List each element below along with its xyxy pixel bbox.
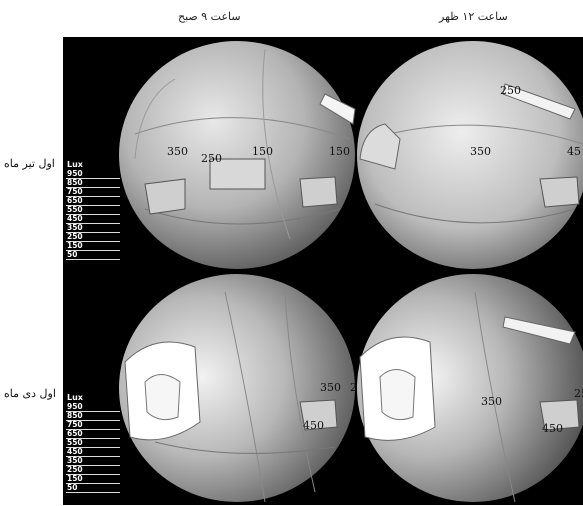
panel-tir: Lux 950 850 750 650 550 450 350 250 150 … xyxy=(63,37,583,272)
row-label-tir: اول تیر ماه xyxy=(4,157,55,170)
scale-tick: 450 xyxy=(67,447,83,456)
scale-tick: 750 xyxy=(67,420,83,429)
contour-label: 350 xyxy=(167,145,188,158)
scale-tick: 550 xyxy=(67,205,83,214)
scale-tick: 850 xyxy=(67,411,83,420)
scale-tick: 650 xyxy=(67,196,83,205)
scale-tick: 250 xyxy=(67,465,83,474)
scale-tick: 350 xyxy=(67,456,83,465)
row-label-dey: اول دی ماه xyxy=(4,387,56,400)
contour-label: 450 xyxy=(303,419,324,432)
scale-tick: 750 xyxy=(67,187,83,196)
scale-tick: 150 xyxy=(67,474,83,483)
fisheye-render-dey-12pm xyxy=(357,274,583,503)
contour-label: 350 xyxy=(320,381,341,394)
contour-label: 45 xyxy=(567,145,581,158)
fisheye-render-dey-9am xyxy=(119,274,355,503)
contour-label: 150 xyxy=(252,145,273,158)
scale-tick: 950 xyxy=(67,402,83,411)
scale-tick: 550 xyxy=(67,438,83,447)
panel-dey: Lux 950 850 750 650 550 450 350 250 150 … xyxy=(63,270,583,505)
scale-tick: 50 xyxy=(67,250,78,259)
contour-label: 250 xyxy=(574,387,583,400)
contour-label: 350 xyxy=(470,145,491,158)
scale-tick: 450 xyxy=(67,214,83,223)
fisheye-render-tir-12pm xyxy=(357,41,583,269)
scale-tick: 850 xyxy=(67,178,83,187)
fisheye-render-tir-9am xyxy=(119,41,356,269)
contour-label: 450 xyxy=(542,422,563,435)
scale-unit: Lux xyxy=(67,393,83,402)
scale-tick: 50 xyxy=(67,483,78,492)
scale-tick: 150 xyxy=(67,241,83,250)
contour-label: 150 xyxy=(329,145,350,158)
lux-scale-tir: Lux 950 850 750 650 550 450 350 250 150 … xyxy=(63,37,123,272)
lux-scale-dey: Lux 950 850 750 650 550 450 350 250 150 … xyxy=(63,270,123,505)
column-title-12pm: ساعت ۱۲ ظهر xyxy=(439,10,508,23)
column-title-9am: ساعت ۹ صبح xyxy=(178,10,241,23)
scale-tick: 650 xyxy=(67,429,83,438)
scale-unit: Lux xyxy=(67,160,83,169)
scale-tick: 950 xyxy=(67,169,83,178)
contour-label: 250 xyxy=(500,84,521,97)
contour-label: 250 xyxy=(201,152,222,165)
scale-tick: 350 xyxy=(67,223,83,232)
contour-label: 350 xyxy=(481,395,502,408)
scale-tick: 250 xyxy=(67,232,83,241)
